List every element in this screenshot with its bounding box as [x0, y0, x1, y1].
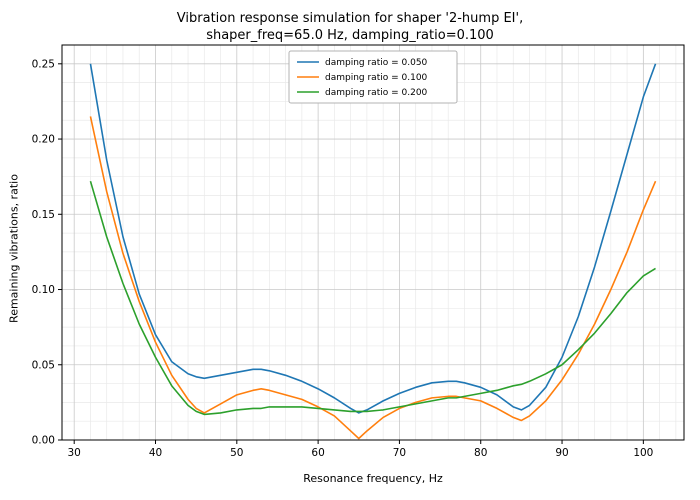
plot-border	[61, 44, 685, 441]
chart-title-line1: Vibration response simulation for shaper…	[176, 11, 524, 26]
y-tick-label: 0.25	[32, 58, 55, 70]
legend-label-2: damping ratio = 0.200	[325, 88, 428, 98]
series-line-2	[89, 180, 656, 416]
x-tick-label: 100	[633, 447, 653, 459]
x-tick-label: 70	[393, 447, 406, 459]
series-line-0	[89, 63, 657, 414]
y-tick-label: 0.05	[32, 359, 55, 371]
x-tick-label: 80	[474, 447, 487, 459]
legend-label-0: damping ratio = 0.050	[325, 58, 428, 68]
y-tick-label: 0.10	[32, 284, 55, 296]
chart-title: Vibration response simulation for shaper…	[0, 10, 700, 44]
x-tick-label: 30	[68, 447, 81, 459]
legend-box	[288, 50, 458, 104]
x-axis-label: Resonance frequency, Hz	[303, 472, 443, 485]
legend-label-1: damping ratio = 0.100	[325, 73, 428, 83]
x-tick-label: 90	[555, 447, 568, 459]
x-tick-label: 40	[149, 447, 162, 459]
y-tick-label: 0.20	[32, 134, 55, 146]
y-axis-label: Remaining vibrations, ratio	[7, 174, 21, 323]
x-tick-label: 50	[230, 447, 243, 459]
chart-title-line2: shaper_freq=65.0 Hz, damping_ratio=0.100	[206, 28, 494, 43]
y-tick-label: 0.15	[32, 209, 55, 221]
y-tick-label: 0.00	[32, 435, 55, 447]
x-tick-label: 60	[311, 447, 324, 459]
series-line-1	[89, 116, 657, 440]
